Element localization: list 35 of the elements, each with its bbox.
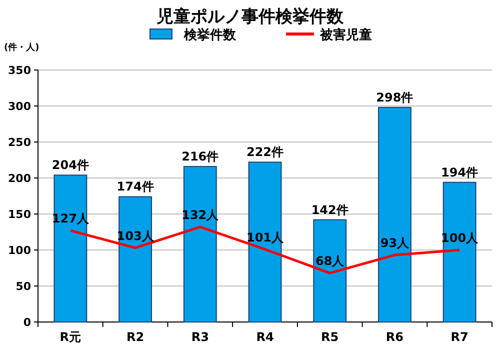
data-label: 194件	[441, 165, 478, 180]
x-tick-label: R2	[126, 330, 144, 344]
data-label: 222件	[246, 145, 284, 160]
legend-label: 検挙件数	[183, 27, 237, 43]
x-tick-label: R元	[60, 330, 82, 344]
data-label: 68人	[316, 254, 346, 268]
bar	[378, 106, 412, 322]
data-label: 93人	[380, 236, 410, 250]
bar	[54, 174, 88, 322]
legend-label: 被害児童	[319, 27, 372, 43]
data-label: 142件	[311, 202, 348, 217]
bar	[183, 166, 217, 322]
x-tick-label: R5	[321, 330, 339, 344]
y-tick-label: 250	[8, 136, 32, 149]
y-tick-label: 350	[8, 64, 32, 77]
y-tick-label: 100	[8, 244, 32, 257]
y-axis-title: (件・人)	[4, 42, 40, 53]
x-tick-label: R4	[256, 330, 274, 344]
y-tick-label: 300	[8, 100, 32, 113]
data-label: 216件	[182, 149, 219, 164]
y-tick-label: 150	[8, 208, 32, 221]
data-label: 298件	[376, 90, 414, 104]
x-tick-label: R7	[450, 330, 468, 344]
bar	[248, 162, 282, 322]
bar	[118, 196, 152, 322]
y-tick-label: 200	[8, 172, 32, 185]
bar	[442, 182, 476, 322]
chart-title: 児童ポルノ事件検挙件数	[156, 7, 344, 27]
bar	[313, 219, 347, 322]
x-tick-label: R6	[386, 330, 404, 344]
y-tick-label: 50	[16, 280, 32, 293]
data-label: 174件	[116, 180, 154, 194]
data-label: 204件	[52, 158, 89, 172]
y-tick-label: 0	[23, 316, 32, 329]
x-tick-label: R3	[191, 330, 209, 344]
